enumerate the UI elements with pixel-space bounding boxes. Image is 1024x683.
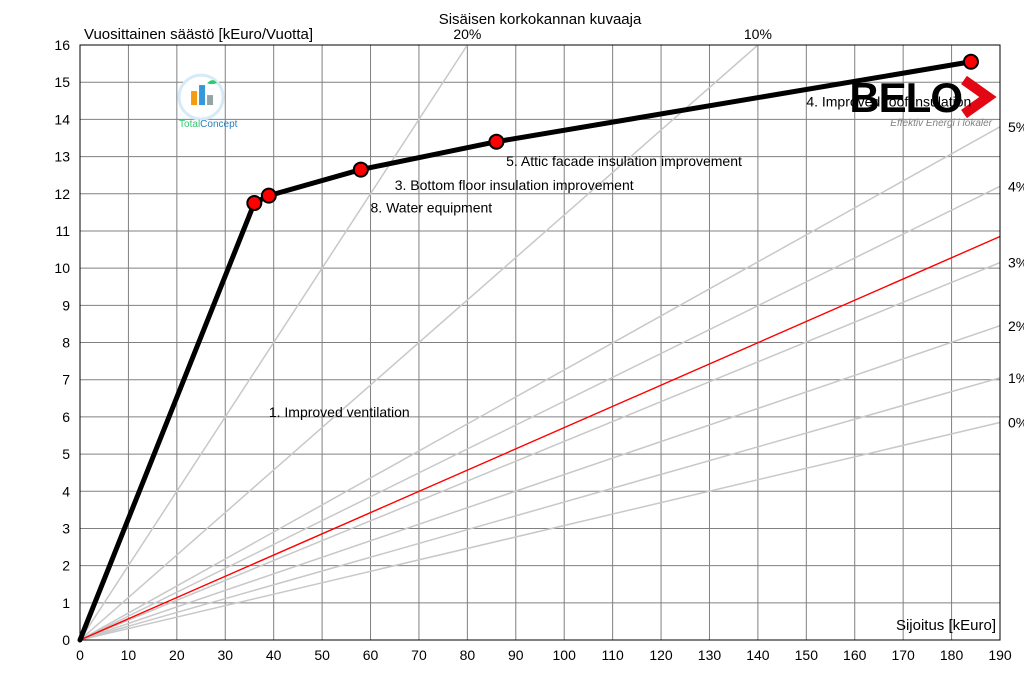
svg-text:1%: 1% [1008,370,1024,386]
svg-text:11: 11 [55,223,70,239]
svg-text:3: 3 [62,520,70,536]
svg-text:30: 30 [217,647,233,663]
svg-text:6: 6 [62,409,70,425]
data-point [489,135,503,149]
data-point [354,163,368,177]
chart-title: Sisäisen korkokannan kuvaaja [439,11,642,28]
svg-text:150: 150 [795,647,819,663]
chart-container: 20%10%5%4%3%2%1%0%0102030405060708090100… [0,0,1024,683]
svg-text:40: 40 [266,647,282,663]
svg-text:140: 140 [746,647,770,663]
svg-text:13: 13 [54,149,70,165]
svg-text:100: 100 [553,647,577,663]
svg-text:4%: 4% [1008,178,1024,194]
svg-text:2: 2 [62,558,70,574]
svg-text:180: 180 [940,647,964,663]
chart-svg: 20%10%5%4%3%2%1%0%0102030405060708090100… [0,0,1024,683]
svg-text:9: 9 [62,297,70,313]
svg-text:10: 10 [54,260,70,276]
svg-text:80: 80 [460,647,476,663]
point-annotation: 1. Improved ventilation [269,404,410,420]
svg-text:0: 0 [76,647,84,663]
svg-text:Effektiv Energi i lokaler: Effektiv Energi i lokaler [890,118,992,129]
svg-text:120: 120 [649,647,673,663]
data-point [247,196,261,210]
svg-text:90: 90 [508,647,524,663]
svg-text:60: 60 [363,647,379,663]
svg-text:0: 0 [62,632,70,648]
point-annotation: 3. Bottom floor insulation improvement [395,177,634,193]
svg-text:170: 170 [891,647,915,663]
svg-text:14: 14 [54,111,70,127]
svg-text:50: 50 [314,647,330,663]
svg-text:190: 190 [988,647,1012,663]
svg-text:7: 7 [62,372,70,388]
svg-text:1: 1 [62,595,70,611]
y-axis-label: Vuosittainen säästö [kEuro/Vuotta] [84,26,313,43]
svg-text:110: 110 [601,647,624,663]
svg-text:10: 10 [121,647,137,663]
svg-text:20: 20 [169,647,185,663]
svg-text:4: 4 [62,483,70,499]
svg-text:2%: 2% [1008,318,1024,334]
svg-text:130: 130 [698,647,722,663]
svg-text:70: 70 [411,647,427,663]
point-annotation: 5. Attic facade insulation improvement [506,153,742,169]
svg-text:0%: 0% [1008,414,1024,430]
svg-text:5: 5 [62,446,70,462]
point-annotation: 4. Improved roof insulation [806,93,971,109]
svg-text:10%: 10% [744,26,772,42]
data-point [964,55,978,69]
svg-text:3%: 3% [1008,255,1024,271]
svg-text:8: 8 [62,335,70,351]
svg-text:12: 12 [54,186,70,202]
svg-text:160: 160 [843,647,867,663]
svg-text:TotalConcept: TotalConcept [179,119,238,130]
svg-text:5%: 5% [1008,119,1024,135]
svg-text:20%: 20% [453,26,481,42]
svg-text:15: 15 [54,74,70,90]
point-annotation: 8. Water equipment [371,199,493,215]
x-axis-label: Sijoitus [kEuro] [896,617,996,634]
svg-text:16: 16 [54,37,70,53]
data-point [262,189,276,203]
